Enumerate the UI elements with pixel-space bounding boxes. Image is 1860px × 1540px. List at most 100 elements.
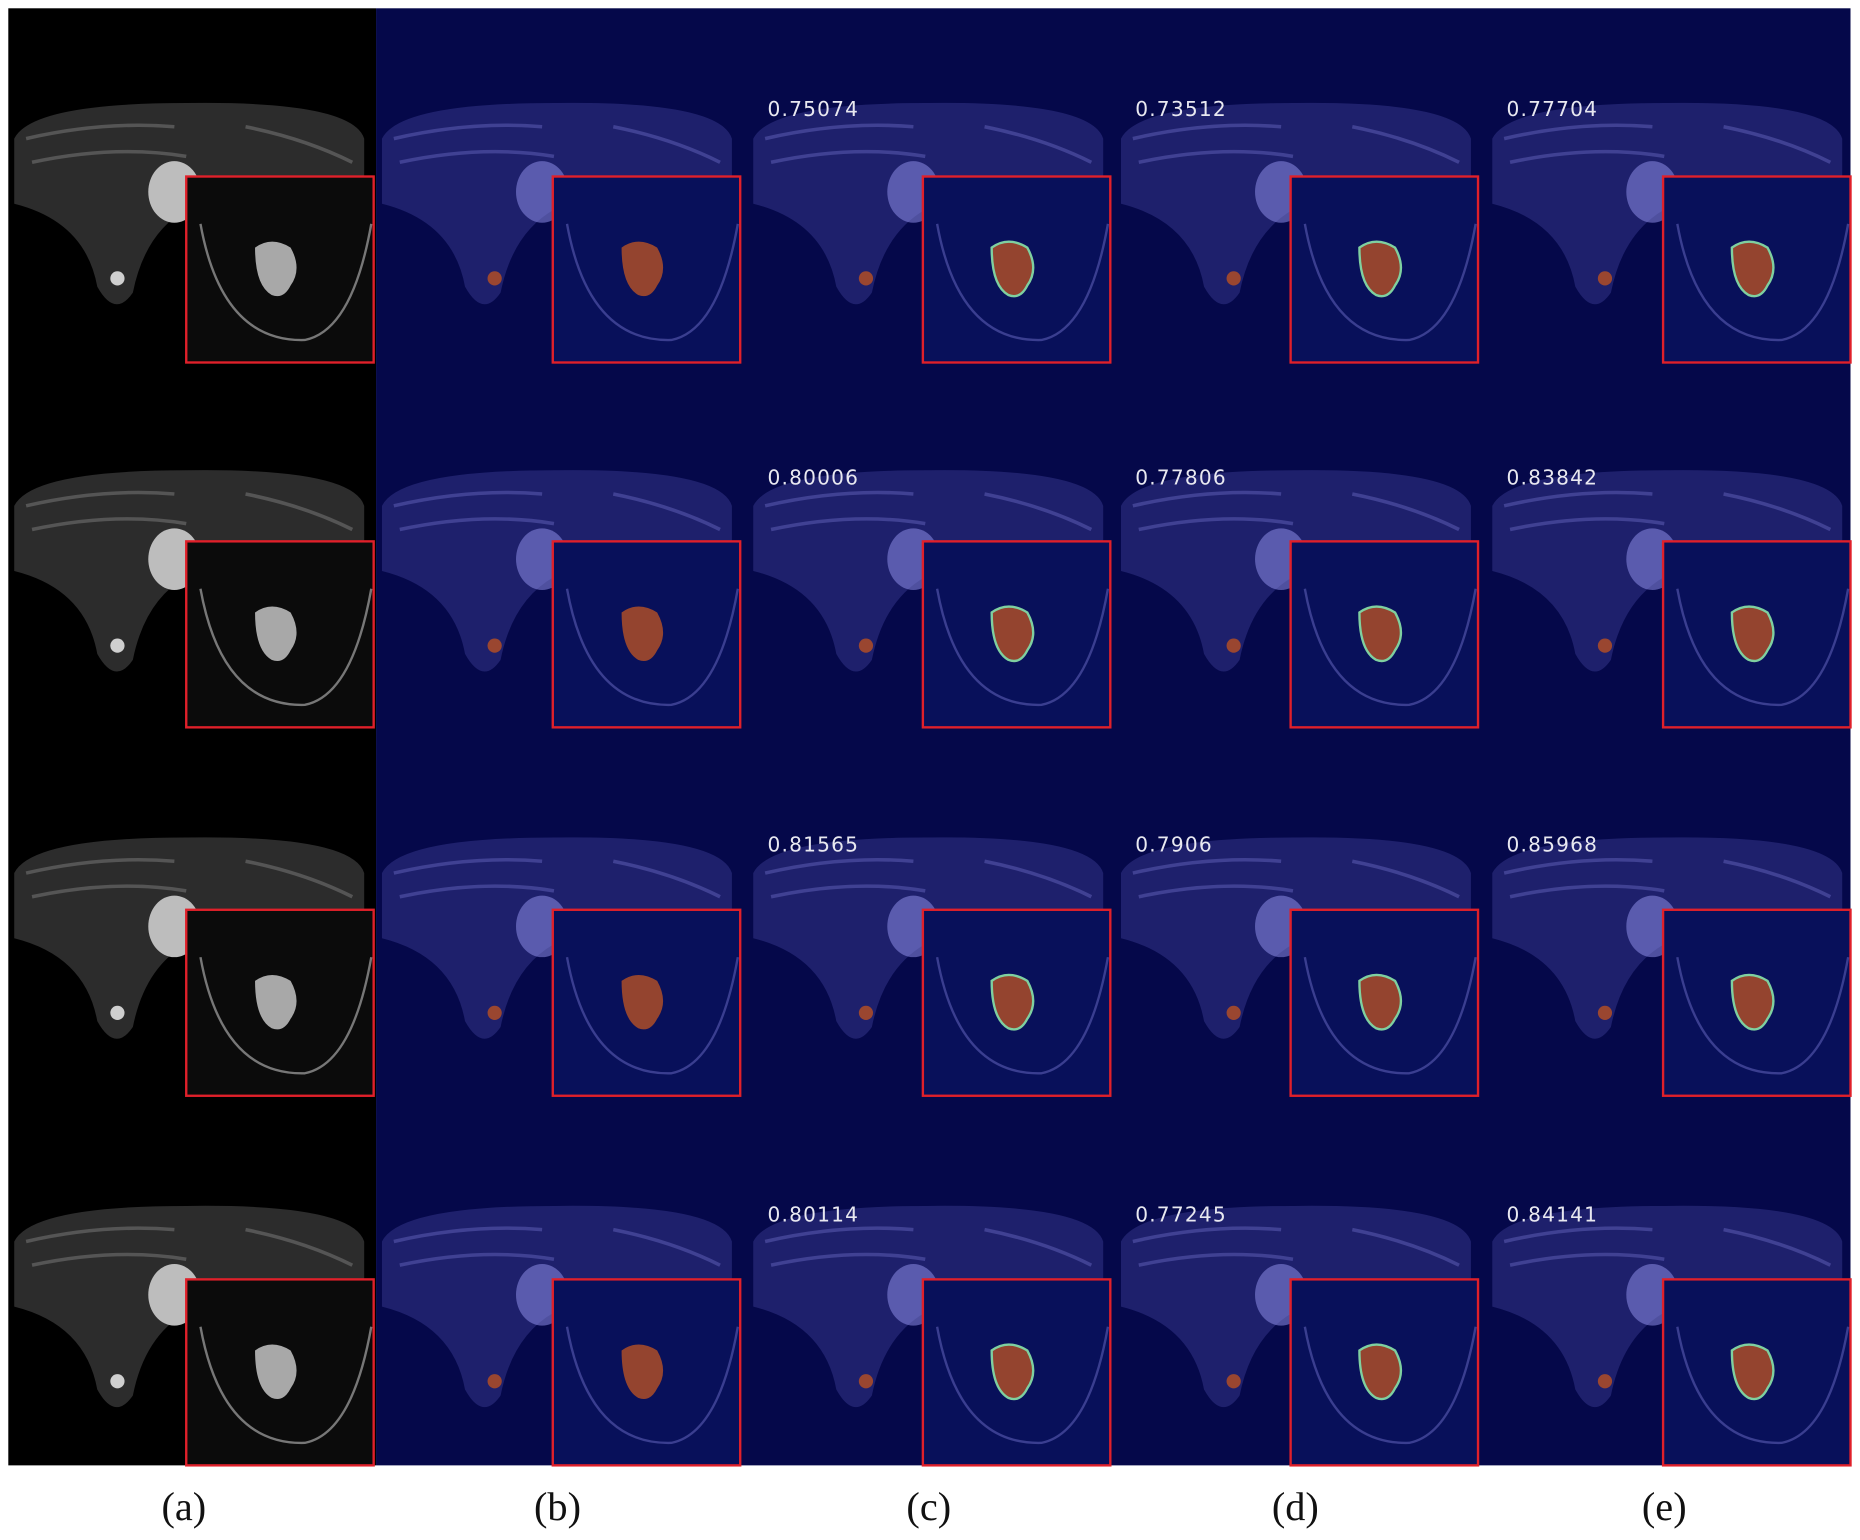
skin-line: [1676, 956, 1850, 1075]
tissue-texture: [1503, 490, 1832, 532]
skin-line: [565, 1326, 739, 1445]
tumor-zoomed: [990, 1343, 1035, 1401]
mri-cell: [1120, 102, 1480, 364]
skin-line: [1303, 956, 1477, 1075]
mri-cell: [753, 102, 1112, 364]
tumor-small: [110, 638, 125, 653]
tumor-zoomed: [255, 974, 297, 1030]
column-label: (e): [1642, 1484, 1687, 1529]
dice-score: 0.77704: [1507, 97, 1599, 121]
tumor-small: [1226, 638, 1241, 653]
dice-score: 0.80114: [767, 1202, 859, 1226]
skin-line: [1303, 588, 1477, 707]
dice-score: 0.85968: [1507, 833, 1599, 857]
tumor-zoomed: [255, 241, 297, 297]
mri-cell: [1492, 102, 1852, 364]
tumor-zoomed: [255, 606, 297, 662]
tumor-small: [1597, 271, 1613, 286]
tumor-zoomed: [621, 241, 664, 297]
dice-score: 0.77806: [1135, 466, 1227, 490]
mri-cell: [1120, 470, 1480, 729]
tissue-texture: [393, 857, 721, 899]
column-label: (a): [161, 1484, 206, 1529]
skin-line: [1676, 588, 1850, 707]
tumor-small: [1597, 638, 1613, 653]
tumor-small: [1597, 1374, 1613, 1389]
tumor-zoomed: [1358, 605, 1403, 663]
dice-score: 0.73512: [1135, 97, 1227, 121]
tumor-zoomed: [990, 605, 1035, 663]
tumor-small: [487, 1005, 502, 1020]
tissue-texture: [1503, 1226, 1832, 1267]
skin-line: [565, 956, 739, 1075]
mri-cell: [14, 102, 375, 364]
dice-score: 0.84141: [1507, 1202, 1599, 1226]
skin-line: [935, 956, 1110, 1075]
tissue-texture: [25, 1226, 354, 1267]
dice-score: 0.83842: [1507, 466, 1599, 490]
tumor-zoomed: [990, 973, 1035, 1031]
dice-score: 0.81565: [767, 833, 859, 857]
tumor-small: [858, 638, 874, 653]
tumor-small: [487, 271, 502, 286]
tumor-small: [487, 1374, 502, 1389]
skin-line: [565, 588, 739, 707]
tissue-texture: [25, 490, 354, 532]
tumor-small: [858, 1374, 874, 1389]
tumor-small: [1226, 271, 1241, 286]
tumor-small: [110, 271, 125, 286]
tumor-zoomed: [1358, 1343, 1403, 1401]
tissue-texture: [1132, 123, 1460, 165]
annotations: (a) (b) (c) (d) (e) 0.75074 0.73512 0.77704 0.80…: [161, 97, 1686, 1529]
mri-cell: [381, 1205, 742, 1467]
mri-cell: [753, 837, 1112, 1097]
tumor-zoomed: [621, 1344, 664, 1400]
mri-cell: [1120, 837, 1480, 1097]
tumor-small: [1226, 1374, 1241, 1389]
tumor-small: [110, 1005, 125, 1020]
tissue-texture: [764, 490, 1093, 532]
tumor-zoomed: [255, 1344, 297, 1400]
tumor-small: [858, 271, 874, 286]
tumor-zoomed: [1730, 1343, 1775, 1401]
tumor-zoomed: [621, 606, 664, 662]
tumor-small: [487, 638, 502, 653]
zoom-inset: [551, 1278, 742, 1467]
skin-line: [199, 223, 373, 342]
mri-cell: [14, 1205, 375, 1467]
mri-cell: [1120, 1205, 1480, 1467]
tumor-small: [110, 1374, 125, 1389]
mri-cell: [381, 102, 742, 364]
tumor-small: [1597, 1005, 1613, 1020]
mri-cell: [1492, 837, 1852, 1097]
tissue-texture: [764, 1226, 1093, 1267]
mri-cell: [1492, 1205, 1852, 1467]
skin-line: [935, 1326, 1110, 1445]
tissue-texture: [764, 123, 1093, 165]
column-label: (c): [906, 1484, 951, 1529]
tissue-texture: [1503, 857, 1832, 899]
tissue-texture: [393, 1226, 721, 1267]
tumor-small: [1226, 1005, 1241, 1020]
column-label: (d): [1272, 1484, 1319, 1529]
tumor-zoomed: [1730, 605, 1775, 663]
tissue-texture: [1132, 490, 1460, 532]
tumor-zoomed: [1730, 973, 1775, 1031]
tissue-texture: [25, 123, 354, 165]
mri-cell: [14, 837, 375, 1097]
tumor-zoomed: [1730, 240, 1775, 298]
tumor-zoomed: [990, 240, 1035, 298]
skin-line: [935, 588, 1110, 707]
tissue-texture: [1132, 857, 1460, 899]
tissue-texture: [393, 123, 721, 165]
tissue-texture: [1132, 1226, 1460, 1267]
tissue-texture: [393, 490, 721, 532]
mri-cell: [381, 470, 742, 729]
mri-cell: [14, 470, 375, 729]
mri-cell: [1492, 470, 1852, 729]
tissue-texture: [1503, 123, 1832, 165]
skin-line: [199, 956, 373, 1075]
dice-score: 0.75074: [767, 97, 859, 121]
tumor-zoomed: [621, 974, 664, 1030]
